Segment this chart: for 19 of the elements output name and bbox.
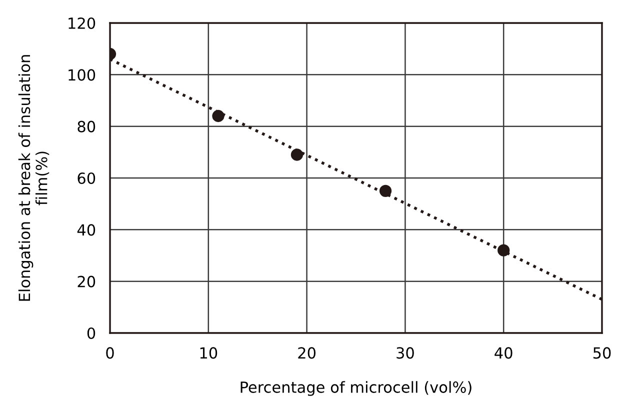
point xyxy=(290,148,304,161)
point xyxy=(212,110,224,122)
x-tick-label: 30 xyxy=(396,347,414,359)
x-axis-title: Percentage of microcell (vol%) xyxy=(240,381,472,396)
y-tick-label: 0 xyxy=(87,327,96,340)
x-tick-label: 40 xyxy=(494,347,512,359)
point xyxy=(379,184,392,197)
x-tick-label: 50 xyxy=(593,347,611,359)
x-tick-label: 10 xyxy=(200,347,218,359)
y-tick-label: 80 xyxy=(78,120,96,132)
y-tick-label: 100 xyxy=(68,69,96,81)
y-axis-title: Elongation at break of insulation film(%) xyxy=(18,55,50,301)
y-tick-label: 40 xyxy=(77,224,96,236)
x-tick-label: 0 xyxy=(106,347,114,359)
y-tick-label: 60 xyxy=(78,172,96,184)
y-tick-label: 120 xyxy=(68,17,96,30)
y-tick-label: 20 xyxy=(78,276,96,288)
x-tick-label: 20 xyxy=(298,347,316,359)
point xyxy=(498,244,510,256)
